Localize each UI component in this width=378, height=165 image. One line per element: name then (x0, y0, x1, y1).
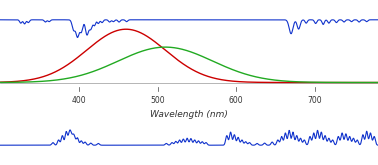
Text: 600: 600 (229, 96, 243, 105)
Text: 500: 500 (150, 96, 165, 105)
Text: 700: 700 (308, 96, 322, 105)
Text: Wavelength (nm): Wavelength (nm) (150, 110, 228, 119)
Text: 400: 400 (71, 96, 86, 105)
